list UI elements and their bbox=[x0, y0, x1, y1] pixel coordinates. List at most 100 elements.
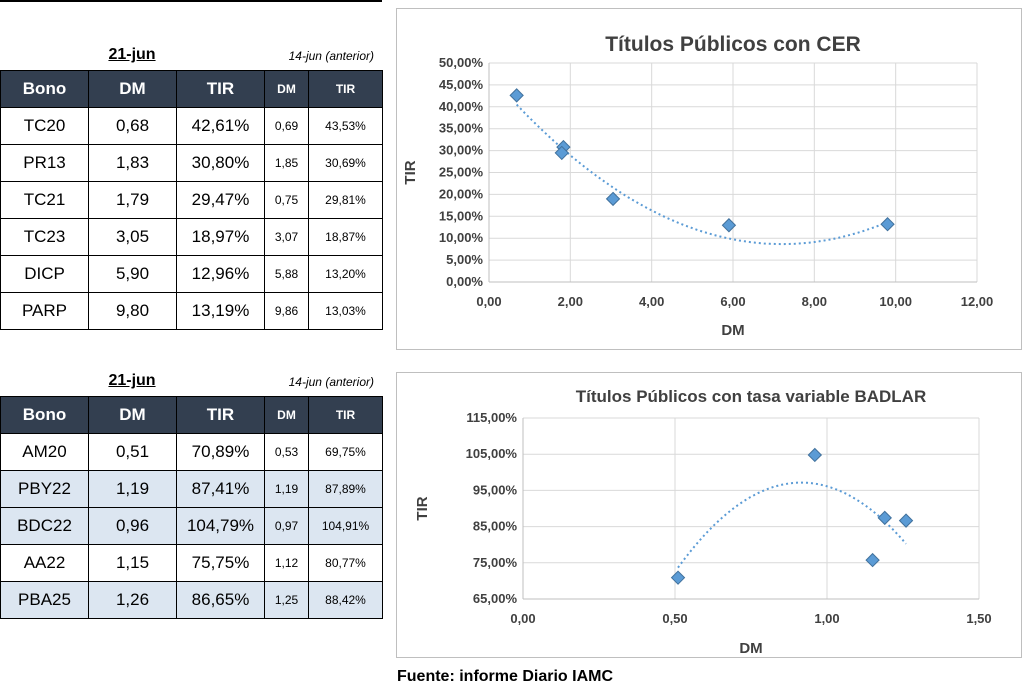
cell-tir-prev: 43,53% bbox=[308, 107, 383, 145]
table-row: DICP 5,90 12,96% 5,88 13,20% bbox=[0, 255, 383, 293]
data-point bbox=[670, 570, 686, 585]
badlar-chart: 65,00% 75,00% 85,00% 95,00% 105,00% 115,00% 0,… bbox=[396, 372, 1022, 658]
top-rule bbox=[0, 0, 382, 2]
table-row: TC23 3,05 18,97% 3,07 18,87% bbox=[0, 218, 383, 256]
data-point bbox=[877, 510, 892, 526]
table-row: TC21 1,79 29,47% 0,75 29,81% bbox=[0, 181, 383, 219]
x-axis-label: DM bbox=[739, 640, 762, 657]
cell-dm: 5,90 bbox=[88, 255, 177, 293]
cell-bono: AM20 bbox=[0, 433, 89, 471]
cell-tir-prev: 80,77% bbox=[308, 544, 383, 582]
y-tick-label: 105,00% bbox=[466, 446, 518, 461]
cer-chart: 0,00% 5,00% 10,00% 15,00% 20,00% 25,00% 30,00%… bbox=[396, 8, 1022, 350]
cell-tir: 12,96% bbox=[176, 255, 265, 293]
cell-tir: 86,65% bbox=[176, 581, 265, 619]
cell-tir-prev: 30,69% bbox=[308, 144, 383, 182]
x-tick-label: 1,50 bbox=[966, 611, 991, 626]
column-header-bono: Bono bbox=[0, 70, 89, 108]
cell-dm: 1,15 bbox=[88, 544, 177, 582]
y-axis-label: TIR bbox=[402, 160, 419, 184]
cell-dm: 3,05 bbox=[88, 218, 177, 256]
cell-tir: 42,61% bbox=[176, 107, 265, 145]
cell-tir-prev: 13,20% bbox=[308, 255, 383, 293]
cer-bonds-table-block: 21-jun 14-jun (anterior) Bono DM TIR DM … bbox=[0, 44, 383, 330]
column-header-tir: TIR bbox=[176, 396, 265, 434]
data-point bbox=[605, 191, 621, 207]
cer-chart-svg: 0,00% 5,00% 10,00% 15,00% 20,00% 25,00% 30,00%… bbox=[402, 33, 994, 339]
cell-bono: DICP bbox=[0, 255, 89, 293]
cell-tir: 18,97% bbox=[176, 218, 265, 256]
y-tick-label: 115,00% bbox=[466, 410, 517, 425]
cell-dm-prev: 0,75 bbox=[264, 181, 309, 219]
column-header-dm-prev: DM bbox=[264, 396, 309, 434]
column-header-bono: Bono bbox=[0, 396, 89, 434]
cell-tir: 29,47% bbox=[176, 181, 265, 219]
cell-dm-prev: 1,12 bbox=[264, 544, 309, 582]
cell-bono: TC21 bbox=[0, 181, 89, 219]
cell-dm-prev: 0,69 bbox=[264, 107, 309, 145]
column-header-tir: TIR bbox=[176, 70, 265, 108]
previous-date-label: 14-jun (anterior) bbox=[288, 49, 374, 63]
cell-dm-prev: 1,85 bbox=[264, 144, 309, 182]
x-tick-label: 0,50 bbox=[662, 611, 687, 626]
table-row: PBA25 1,26 86,65% 1,25 88,42% bbox=[0, 581, 383, 619]
cell-bono: TC23 bbox=[0, 218, 89, 256]
y-tick-label: 35,00% bbox=[439, 121, 484, 136]
cer-bonds-table: Bono DM TIR DM TIR TC20 0,68 42,61% 0,69 43,… bbox=[0, 70, 383, 330]
cell-tir-prev: 87,89% bbox=[308, 470, 383, 508]
data-point bbox=[807, 447, 823, 463]
y-tick-label: 65,00% bbox=[473, 591, 518, 606]
table-date: 21-jun bbox=[108, 372, 156, 389]
data-point bbox=[865, 552, 880, 568]
cell-bono: AA22 bbox=[0, 544, 89, 582]
table-row: PARP 9,80 13,19% 9,86 13,03% bbox=[0, 292, 383, 330]
badlar-bonds-table: Bono DM TIR DM TIR AM20 0,51 70,89% 0,53 69,… bbox=[0, 396, 383, 619]
cell-tir-prev: 13,03% bbox=[308, 292, 383, 330]
table-date: 21-jun bbox=[108, 46, 156, 63]
cell-tir: 13,19% bbox=[176, 292, 265, 330]
x-tick-label: 12,00 bbox=[961, 294, 994, 309]
cell-dm-prev: 3,07 bbox=[264, 218, 309, 256]
cell-tir-prev: 29,81% bbox=[308, 181, 383, 219]
data-point bbox=[880, 217, 895, 232]
table-header-row: Bono DM TIR DM TIR bbox=[0, 70, 383, 108]
cell-dm: 0,96 bbox=[88, 507, 177, 545]
cell-tir-prev: 88,42% bbox=[308, 581, 383, 619]
x-tick-label: 0,00 bbox=[476, 294, 501, 309]
y-tick-label: 75,00% bbox=[473, 555, 518, 570]
cell-dm: 1,19 bbox=[88, 470, 177, 508]
x-tick-label: 10,00 bbox=[879, 294, 912, 309]
table-row: PBY22 1,19 87,41% 1,19 87,89% bbox=[0, 470, 383, 508]
y-tick-label: 45,00% bbox=[439, 77, 484, 92]
table-header-row: Bono DM TIR DM TIR bbox=[0, 396, 383, 434]
table-row: PR13 1,83 30,80% 1,85 30,69% bbox=[0, 144, 383, 182]
y-tick-label: 0,00% bbox=[446, 274, 483, 289]
cell-tir: 30,80% bbox=[176, 144, 265, 182]
column-header-tir-prev: TIR bbox=[308, 396, 383, 434]
cell-dm: 9,80 bbox=[88, 292, 177, 330]
cell-bono: PR13 bbox=[0, 144, 89, 182]
cell-dm: 1,26 bbox=[88, 581, 177, 619]
cell-dm: 0,51 bbox=[88, 433, 177, 471]
source-note: Fuente: informe Diario IAMC bbox=[397, 668, 614, 685]
cell-dm: 1,83 bbox=[88, 144, 177, 182]
cell-bono: TC20 bbox=[0, 107, 89, 145]
cell-dm-prev: 1,19 bbox=[264, 470, 309, 508]
cell-bono: BDC22 bbox=[0, 507, 89, 545]
table-row: AA22 1,15 75,75% 1,12 80,77% bbox=[0, 544, 383, 582]
cell-dm: 0,68 bbox=[88, 107, 177, 145]
cell-dm-prev: 0,97 bbox=[264, 507, 309, 545]
y-tick-label: 85,00% bbox=[473, 519, 518, 534]
table-row: AM20 0,51 70,89% 0,53 69,75% bbox=[0, 433, 383, 471]
column-header-dm-prev: DM bbox=[264, 70, 309, 108]
y-axis-label: TIR bbox=[414, 496, 431, 520]
cell-tir: 70,89% bbox=[176, 433, 265, 471]
cell-bono: PBY22 bbox=[0, 470, 89, 508]
x-tick-label: 4,00 bbox=[639, 294, 664, 309]
cell-dm-prev: 5,88 bbox=[264, 255, 309, 293]
table-row: BDC22 0,96 104,79% 0,97 104,91% bbox=[0, 507, 383, 545]
x-tick-label: 6,00 bbox=[720, 294, 745, 309]
badlar-chart-svg: 65,00% 75,00% 85,00% 95,00% 105,00% 115,00% 0,… bbox=[414, 387, 992, 657]
y-tick-label: 10,00% bbox=[439, 230, 484, 245]
column-header-dm: DM bbox=[88, 70, 177, 108]
